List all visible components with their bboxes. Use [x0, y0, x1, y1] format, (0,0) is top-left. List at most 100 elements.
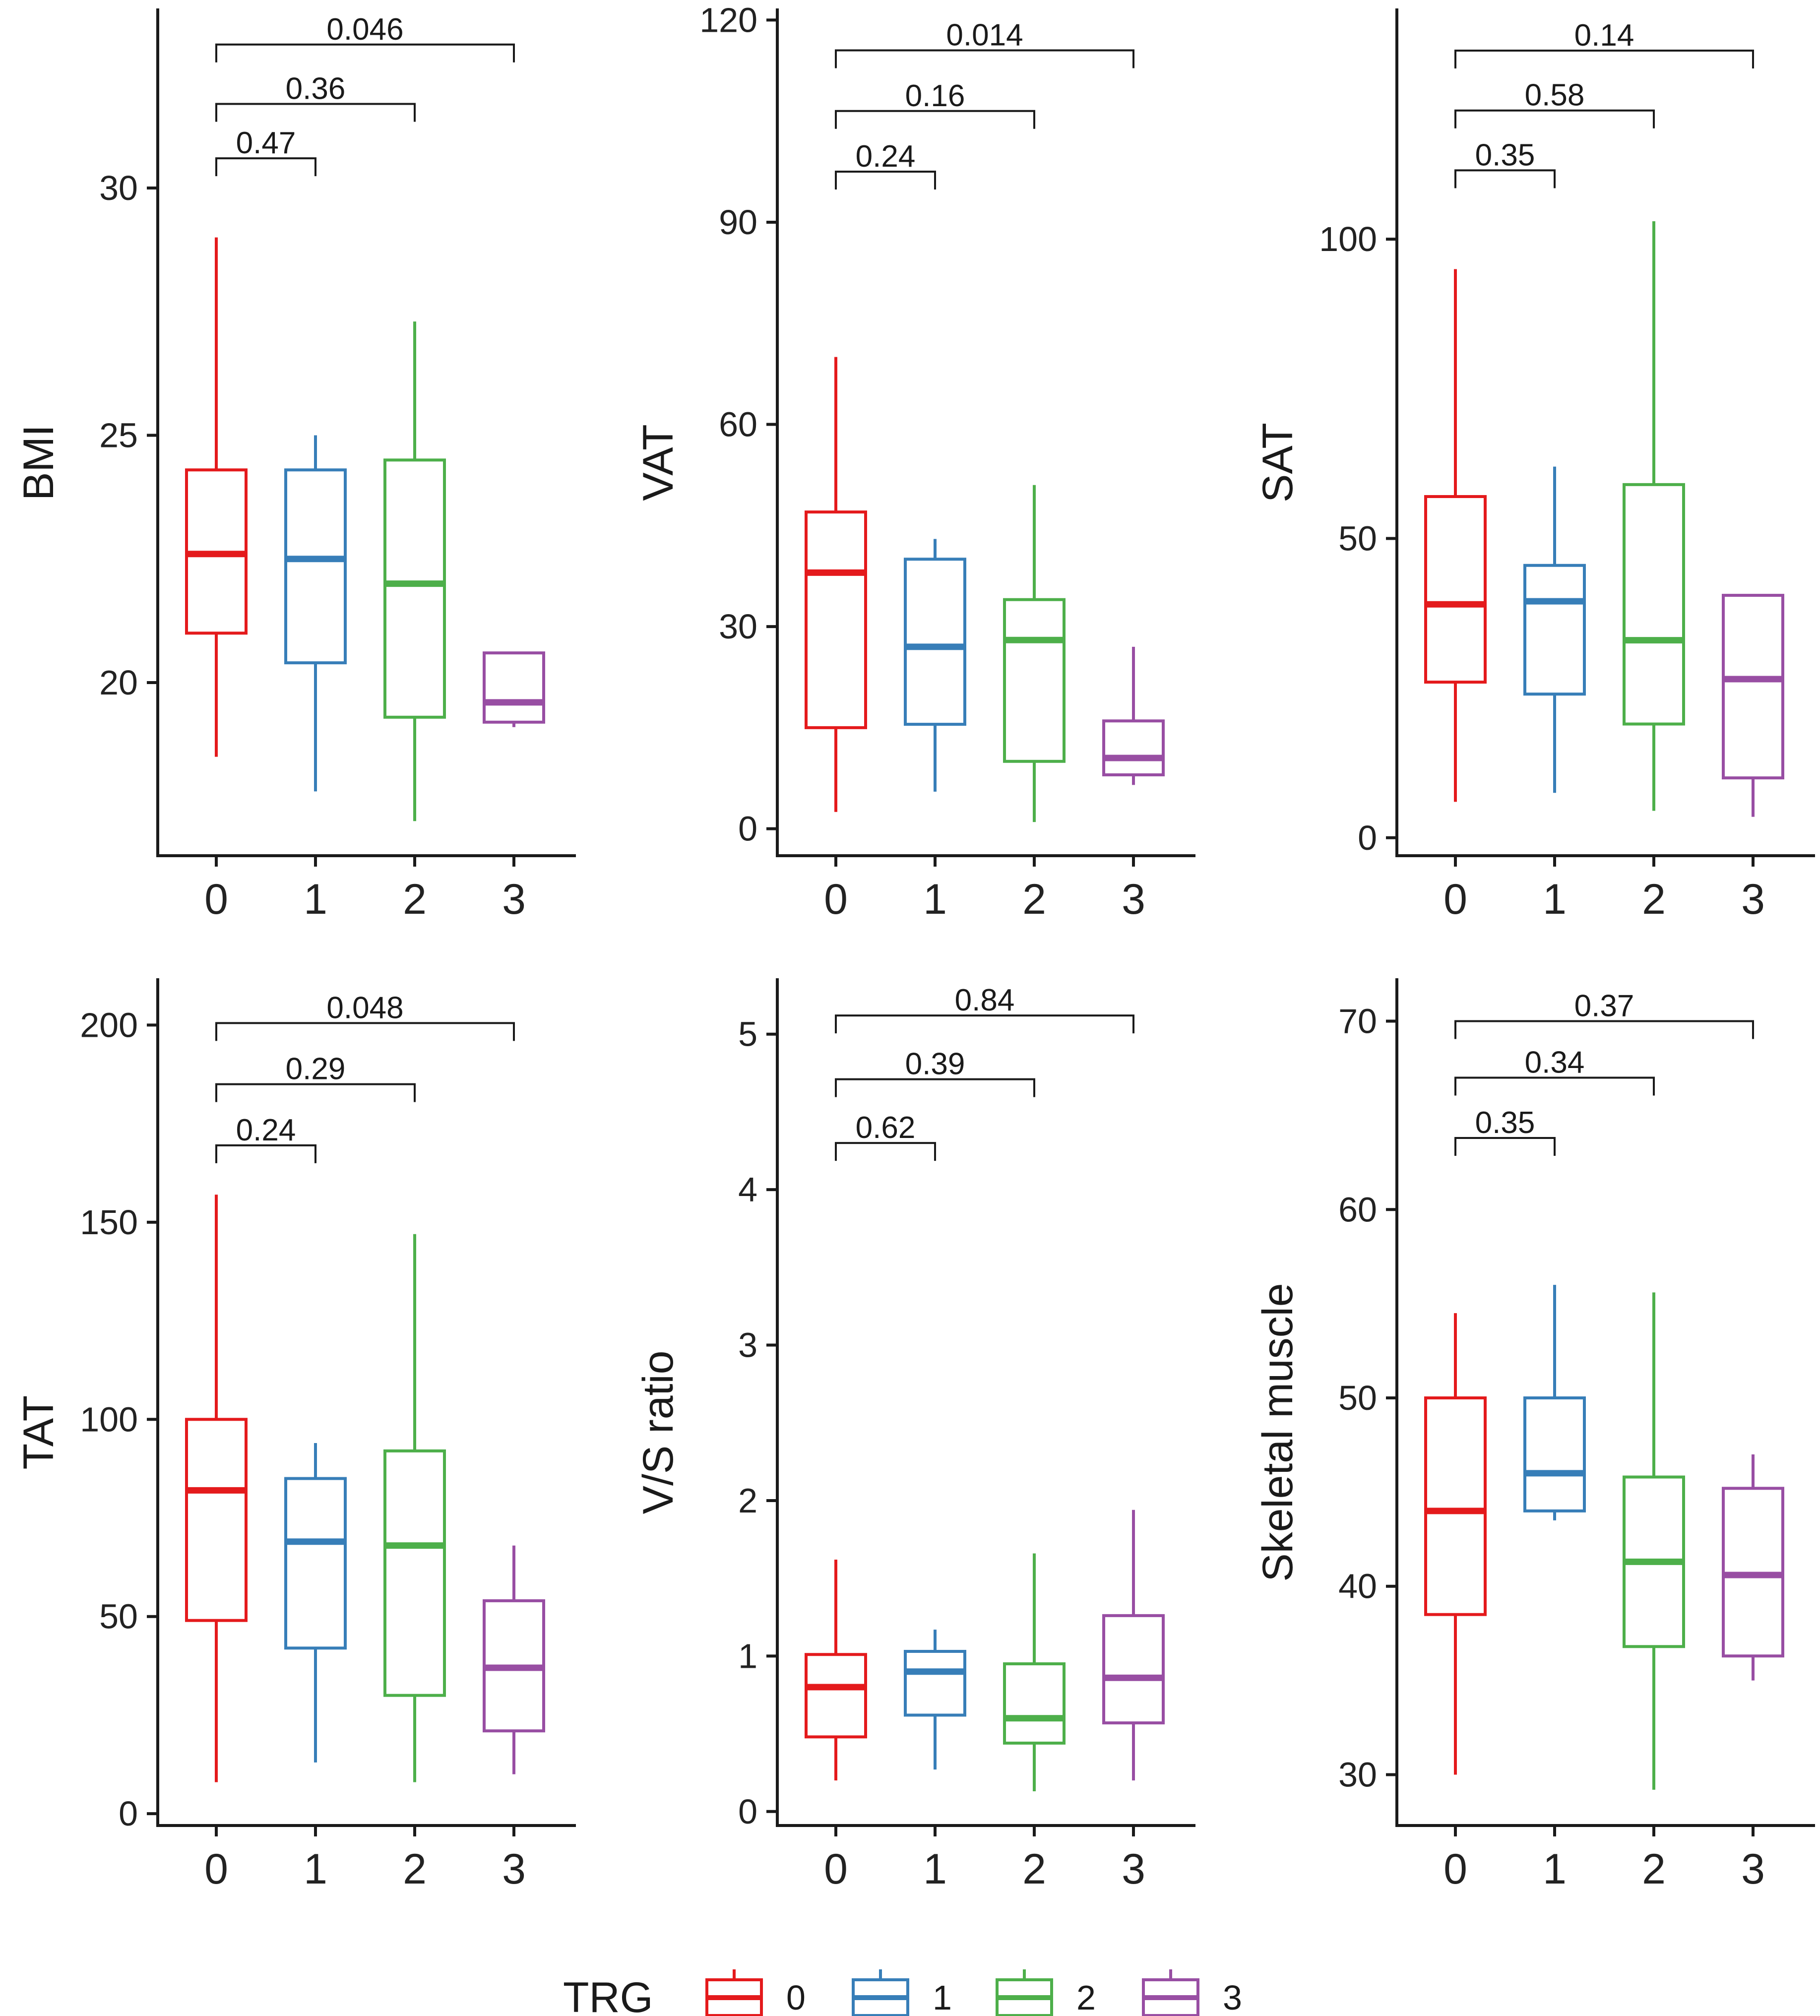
x-tick-label: 0: [824, 1845, 848, 1893]
p-value-label: 0.24: [236, 1113, 296, 1147]
box-vs-ratio-trg-1: [904, 1630, 966, 1770]
comparison-bracket: 0.014: [835, 18, 1134, 68]
legend-key-1: 1: [852, 1969, 952, 2016]
p-value-label: 0.35: [1475, 1106, 1535, 1140]
bracket-line: [215, 1083, 416, 1102]
x-tick-label: 3: [1122, 876, 1145, 923]
x-tick-label: 3: [1741, 1845, 1765, 1893]
comparison-bracket: 0.24: [215, 1113, 316, 1163]
y-axis-title: Skeletal muscle: [1254, 1283, 1302, 1581]
x-tick-label: 2: [1642, 876, 1666, 923]
bracket-line: [215, 43, 515, 63]
x-tick-label: 3: [502, 1845, 526, 1893]
x-tick-label: 1: [304, 1845, 327, 1893]
p-value-label: 0.58: [1525, 78, 1585, 113]
box-vs-ratio-trg-3: [1102, 1510, 1165, 1781]
bracket-line: [835, 1142, 936, 1161]
legend-label: 0: [786, 1978, 806, 2016]
iqr-box: [1523, 564, 1586, 696]
p-value-label: 0.35: [1475, 138, 1535, 172]
y-tick-label: 100: [80, 1400, 138, 1439]
legend-label: 2: [1076, 1978, 1096, 2016]
bracket-line: [215, 1022, 515, 1041]
iqr-box: [1424, 1396, 1487, 1616]
box-tat-trg-0: [185, 1195, 248, 1782]
y-tick-label: 0: [1358, 819, 1377, 857]
x-tick-label: 1: [1543, 876, 1567, 923]
y-axis-title: VAT: [634, 424, 682, 501]
bracket-line: [1454, 1020, 1754, 1039]
panel-sat: 0 50 100 0 1 2 3 SAT 0.35 0.58 0.14: [1254, 8, 1815, 923]
y-tick-label: 30: [99, 169, 138, 207]
legend-key-0: 0: [705, 1969, 806, 2016]
x-tick-label: 0: [204, 1845, 228, 1893]
bracket-line: [835, 171, 936, 190]
iqr-box: [284, 468, 347, 665]
bracket-line: [1454, 109, 1655, 128]
comparison-bracket: 0.14: [1454, 18, 1754, 69]
x-tick-label: 1: [1543, 1845, 1567, 1893]
x-tick-label: 2: [1022, 1845, 1046, 1893]
box-sat-trg-2: [1623, 221, 1685, 811]
box-vat-trg-2: [1003, 485, 1066, 822]
p-value-label: 0.47: [236, 126, 296, 160]
y-tick-label: 50: [1338, 519, 1377, 558]
iqr-box: [1523, 1396, 1586, 1512]
comparison-bracket: 0.47: [215, 126, 316, 177]
x-tick-label: 1: [923, 1845, 947, 1893]
box-sat-trg-0: [1424, 269, 1487, 802]
comparison-bracket: 0.37: [1454, 989, 1754, 1039]
y-axis-title: V/S ratio: [634, 1351, 682, 1514]
iqr-box: [1003, 598, 1066, 763]
iqr-box: [1722, 594, 1784, 780]
bracket-line: [835, 1014, 1134, 1034]
bracket-line: [835, 1078, 1035, 1097]
y-tick-label: 4: [738, 1170, 757, 1209]
comparison-bracket: 0.39: [835, 1047, 1035, 1097]
box-skeletal-muscle-trg-1: [1523, 1285, 1586, 1520]
p-value-label: 0.24: [856, 139, 916, 174]
p-value-label: 0.014: [946, 18, 1023, 53]
p-value-label: 0.34: [1525, 1045, 1585, 1079]
iqr-box: [383, 1449, 446, 1697]
p-value-label: 0.39: [905, 1047, 965, 1081]
iqr-box: [284, 1477, 347, 1650]
bracket-line: [215, 103, 416, 122]
box-tat-trg-1: [284, 1443, 347, 1763]
box-bmi-trg-0: [185, 237, 248, 757]
x-tick-label: 0: [1443, 876, 1467, 923]
panel-vs-ratio: 0 1 2 3 4 5 0 1 2 3 V/S ratio 0.62 0.39 0.84: [634, 978, 1195, 1893]
legend-key-2: 2: [996, 1969, 1096, 2016]
comparison-bracket: 0.34: [1454, 1045, 1655, 1096]
y-tick-label: 30: [1338, 1755, 1377, 1794]
x-tick-label: 1: [923, 876, 947, 923]
iqr-box: [1003, 1662, 1066, 1745]
iqr-box: [904, 1649, 966, 1717]
iqr-box: [1424, 495, 1487, 684]
box-bmi-trg-3: [483, 651, 545, 727]
comparison-bracket: 0.62: [835, 1111, 936, 1161]
y-tick-label: 40: [1338, 1567, 1377, 1606]
bracket-line: [835, 110, 1035, 129]
comparison-bracket: 0.35: [1454, 138, 1556, 189]
y-tick-label: 25: [99, 416, 138, 454]
p-value-label: 0.046: [326, 12, 403, 47]
panel-tat: 0 50 100 150 200 0 1 2 3 TAT 0.24 0.29 0.048: [15, 978, 576, 1893]
panel-bmi: 20 25 30 0 1 2 3 BMI 0.47 0.36 0.046: [15, 8, 576, 923]
bracket-line: [1454, 1076, 1655, 1096]
y-axis-title: SAT: [1254, 423, 1302, 503]
y-tick-label: 70: [1338, 1002, 1377, 1041]
p-value-label: 0.36: [286, 71, 346, 106]
box-vat-trg-3: [1102, 646, 1165, 785]
bracket-line: [1454, 50, 1754, 69]
box-vs-ratio-trg-2: [1003, 1553, 1066, 1792]
legend-key-3: 3: [1142, 1969, 1242, 2016]
comparison-bracket: 0.36: [215, 71, 416, 122]
box-sat-trg-3: [1722, 594, 1784, 817]
box-skeletal-muscle-trg-0: [1424, 1313, 1487, 1775]
y-tick-label: 0: [738, 810, 757, 848]
x-tick-label: 2: [1642, 1845, 1666, 1893]
comparison-bracket: 0.046: [215, 12, 515, 63]
bracket-line: [215, 157, 316, 177]
box-sat-trg-1: [1523, 466, 1586, 793]
